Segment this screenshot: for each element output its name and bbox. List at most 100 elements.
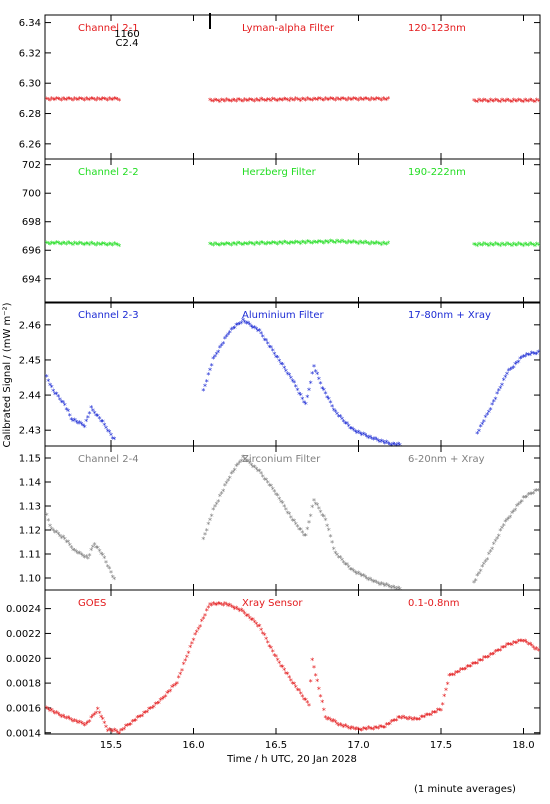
data-point: * bbox=[297, 97, 301, 106]
y-tick-label: 6.28 bbox=[19, 109, 41, 120]
data-point: * bbox=[279, 96, 283, 105]
data-point: * bbox=[512, 241, 516, 250]
data-point: * bbox=[102, 421, 106, 430]
data-point: * bbox=[386, 721, 390, 730]
data-point: * bbox=[289, 96, 293, 105]
data-point: * bbox=[347, 95, 351, 104]
data-point: * bbox=[216, 98, 220, 107]
data-point: * bbox=[310, 370, 314, 379]
data-point: * bbox=[368, 434, 372, 443]
data-point: * bbox=[150, 704, 154, 713]
data-point: * bbox=[292, 681, 296, 690]
data-point: * bbox=[64, 406, 68, 415]
data-point: * bbox=[238, 459, 242, 468]
data-point: * bbox=[286, 371, 290, 380]
data-point: * bbox=[111, 574, 115, 583]
data-point: * bbox=[261, 473, 265, 482]
data-point: * bbox=[254, 621, 258, 630]
data-point: * bbox=[355, 570, 359, 579]
data-point: * bbox=[526, 491, 530, 500]
data-point: * bbox=[512, 639, 516, 648]
data-point: * bbox=[109, 432, 113, 441]
panel-3: 2.43 2.44 2.45 2.46 Channel 2-3 Aluminium Fil… bbox=[19, 301, 541, 451]
data-point: * bbox=[495, 241, 499, 250]
data-point: * bbox=[99, 97, 103, 106]
data-point: * bbox=[408, 715, 412, 724]
data-point: * bbox=[78, 239, 82, 248]
flare-label: C2.4 bbox=[116, 38, 139, 49]
data-point: * bbox=[248, 239, 252, 248]
data-point: * bbox=[332, 717, 336, 726]
data-point: * bbox=[533, 646, 537, 655]
data-point: * bbox=[490, 545, 494, 554]
data-point: * bbox=[86, 719, 90, 728]
data-point: * bbox=[317, 685, 321, 694]
data-point: * bbox=[523, 241, 527, 250]
data-point: * bbox=[155, 700, 159, 709]
data-point: * bbox=[45, 511, 49, 520]
data-point: * bbox=[480, 657, 484, 666]
data-point: * bbox=[208, 366, 212, 375]
data-point: * bbox=[342, 238, 346, 247]
data-point: * bbox=[531, 350, 535, 359]
data-point: * bbox=[56, 240, 60, 249]
data-point: * bbox=[477, 657, 481, 666]
data-point: * bbox=[254, 240, 258, 249]
data-point: * bbox=[76, 241, 80, 250]
data-point: * bbox=[107, 429, 111, 438]
data-point: * bbox=[94, 242, 98, 251]
data-point: * bbox=[66, 714, 70, 723]
data-point: * bbox=[50, 525, 54, 534]
data-point: * bbox=[50, 383, 54, 392]
data-point: * bbox=[281, 361, 285, 370]
data-point: * bbox=[427, 711, 431, 720]
data-point: * bbox=[253, 618, 257, 627]
data-point: * bbox=[274, 353, 278, 362]
data-point: * bbox=[291, 239, 295, 248]
data-point: * bbox=[312, 238, 316, 247]
data-point: * bbox=[48, 241, 52, 250]
data-point: * bbox=[276, 241, 280, 250]
data-point: * bbox=[475, 660, 479, 669]
data-point: * bbox=[307, 519, 311, 528]
panel-4: 1.10 1.11 1.12 1.13 1.14 1.15 Channel 2-4 Zirco… bbox=[19, 445, 541, 595]
data-point: * bbox=[116, 242, 120, 251]
data-point: * bbox=[225, 240, 229, 249]
data-point: * bbox=[426, 711, 430, 720]
data-point: * bbox=[68, 541, 72, 550]
data-point: * bbox=[215, 351, 219, 360]
data-point: * bbox=[246, 98, 250, 107]
data-point: * bbox=[101, 715, 105, 724]
data-point: * bbox=[526, 351, 530, 360]
data-point: * bbox=[525, 97, 529, 106]
data-point: * bbox=[106, 563, 110, 572]
data-point: * bbox=[211, 98, 215, 107]
data-point: * bbox=[107, 240, 111, 249]
data-point: * bbox=[482, 96, 486, 105]
data-point: * bbox=[295, 523, 299, 532]
panel-frame bbox=[44, 589, 541, 735]
data-point: * bbox=[523, 353, 527, 362]
data-point: * bbox=[348, 96, 352, 105]
data-point: * bbox=[271, 96, 275, 105]
data-point: * bbox=[520, 498, 524, 507]
data-point: * bbox=[281, 500, 285, 509]
data-point: * bbox=[221, 241, 225, 250]
data-point: * bbox=[104, 559, 108, 568]
data-point: * bbox=[89, 714, 93, 723]
data-point: * bbox=[386, 582, 390, 591]
data-point: * bbox=[361, 97, 365, 106]
data-point: * bbox=[350, 425, 354, 434]
data-point: * bbox=[492, 651, 496, 660]
data-point: * bbox=[365, 575, 369, 584]
data-point: * bbox=[370, 95, 374, 104]
data-point: * bbox=[269, 241, 273, 250]
data-point: * bbox=[479, 657, 483, 666]
data-point: * bbox=[513, 241, 517, 250]
data-point: * bbox=[211, 355, 215, 364]
data-point: * bbox=[492, 98, 496, 107]
data-point: * bbox=[345, 420, 349, 429]
data-point: * bbox=[404, 715, 408, 724]
